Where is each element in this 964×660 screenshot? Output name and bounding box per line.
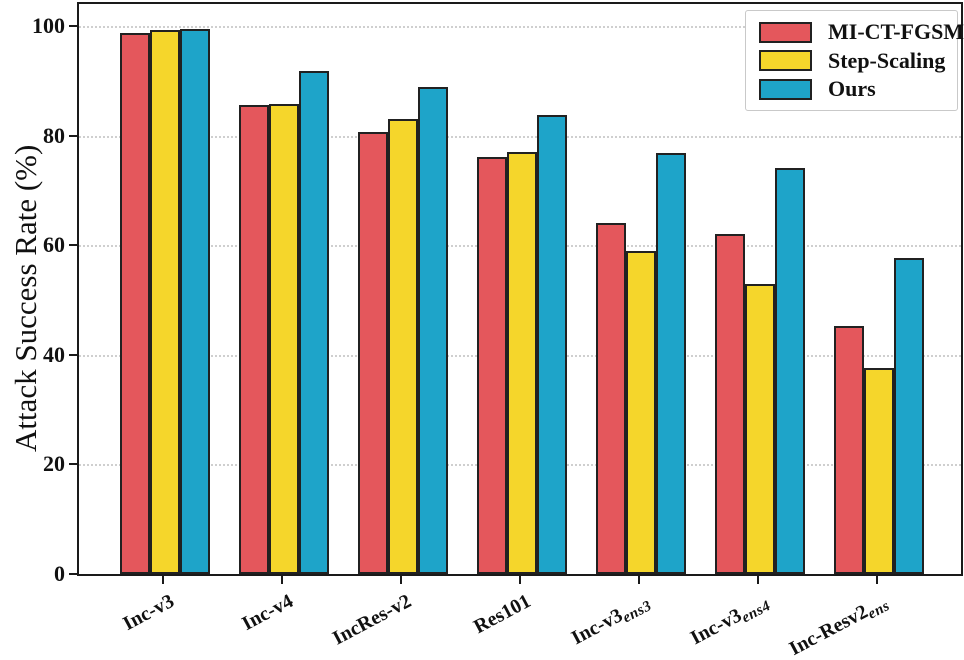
x-tick-label-main: Inc-v3: [687, 604, 746, 650]
x-tick-mark-2: [400, 576, 402, 584]
bar-step-scaling-inc-v3: [150, 30, 180, 574]
bar-mi-ct-fgsm-inc-v3ens4: [715, 233, 745, 574]
x-tick-label-inc-v3ens3: Inc-v3ens3: [568, 590, 655, 653]
bar-step-scaling-inc-v3ens4: [745, 283, 775, 574]
bar-step-scaling-inc-v4: [269, 103, 299, 574]
x-tick-mark-0: [162, 576, 164, 584]
x-tick-label-inc-v3: Inc-v3: [119, 590, 178, 636]
plot-area: [77, 2, 963, 576]
x-tick-label-inc-resv2ens: Inc-Resv2ens: [786, 590, 893, 660]
y-tick-mark-80: [69, 134, 77, 137]
x-tick-label-inc-v3ens4: Inc-v3ens4: [687, 590, 774, 653]
bar-ours-incres-v2: [418, 86, 448, 574]
x-tick-mark-3: [519, 576, 521, 584]
bar-step-scaling-inc-resv2ens: [864, 368, 894, 574]
y-tick-label-20: 20: [43, 451, 65, 477]
x-tick-mark-4: [638, 576, 640, 584]
x-tick-label-incres-v2: IncRes-v2: [329, 590, 415, 650]
y-axis-title: Attack Success Rate (%): [8, 144, 43, 452]
x-tick-label-main: Inc-v3: [118, 590, 178, 635]
bar-mi-ct-fgsm-inc-v4: [239, 105, 269, 574]
x-tick-label-main: Inc-Resv2: [785, 600, 872, 660]
x-tick-label-subscript: ens3: [620, 597, 655, 627]
y-tick-mark-40: [69, 353, 77, 356]
x-tick-label-res101: Res101: [470, 590, 535, 639]
legend-label: Ours: [828, 76, 876, 101]
bar-ours-res101: [537, 115, 567, 574]
bar-mi-ct-fgsm-inc-v3: [120, 32, 150, 574]
y-tick-mark-100: [69, 24, 77, 27]
gridline-80: [79, 135, 961, 138]
y-tick-label-100: 100: [32, 12, 65, 38]
bar-mi-ct-fgsm-res101: [477, 157, 507, 574]
bar-ours-inc-v3ens4: [775, 167, 805, 574]
y-tick-label-80: 80: [43, 122, 65, 148]
bar-step-scaling-inc-v3ens3: [626, 250, 656, 574]
y-tick-mark-20: [69, 463, 77, 466]
bar-mi-ct-fgsm-inc-resv2ens: [834, 325, 864, 574]
bar-step-scaling-incres-v2: [388, 119, 418, 574]
x-tick-label-main: IncRes-v2: [329, 590, 416, 650]
y-tick-mark-0: [69, 573, 77, 575]
legend-swatch-icon: [759, 78, 812, 100]
legend-row-mi-ct-fgsm: MI-CT-FGSM: [759, 19, 964, 45]
bar-ours-inc-v3: [180, 28, 210, 574]
y-tick-label-40: 40: [43, 341, 65, 367]
x-tick-mark-5: [757, 576, 759, 584]
x-tick-mark-1: [281, 576, 283, 584]
legend-label: Step-Scaling: [828, 47, 946, 73]
x-tick-mark-6: [876, 576, 878, 584]
x-tick-label-subscript: ens4: [739, 597, 774, 627]
bar-ours-inc-resv2ens: [894, 257, 924, 574]
legend-row-step-scaling: Step-Scaling: [759, 48, 947, 74]
x-tick-label-main: Inc-v3: [568, 604, 627, 650]
legend-swatch-icon: [759, 21, 812, 43]
legend-swatch-icon: [759, 50, 812, 71]
legend: MI-CT-FGSM Step-Scaling Ours: [745, 10, 964, 111]
bar-ours-inc-v4: [299, 70, 329, 574]
y-tick-mark-60: [69, 244, 77, 247]
x-tick-label-inc-v4: Inc-v4: [238, 590, 297, 636]
bar-step-scaling-res101: [507, 151, 537, 574]
x-tick-label-main: Inc-v4: [237, 590, 297, 635]
bar-ours-inc-v3ens3: [656, 153, 686, 574]
y-tick-label-60: 60: [43, 232, 65, 258]
x-tick-label-main: Res101: [470, 590, 535, 639]
legend-label: MI-CT-FGSM: [828, 19, 964, 44]
y-tick-label-0: 0: [54, 561, 65, 586]
gridline-100: [79, 25, 961, 28]
bar-mi-ct-fgsm-incres-v2: [358, 132, 388, 574]
legend-row-ours: Ours: [759, 76, 947, 102]
bar-mi-ct-fgsm-inc-v3ens3: [596, 223, 626, 574]
